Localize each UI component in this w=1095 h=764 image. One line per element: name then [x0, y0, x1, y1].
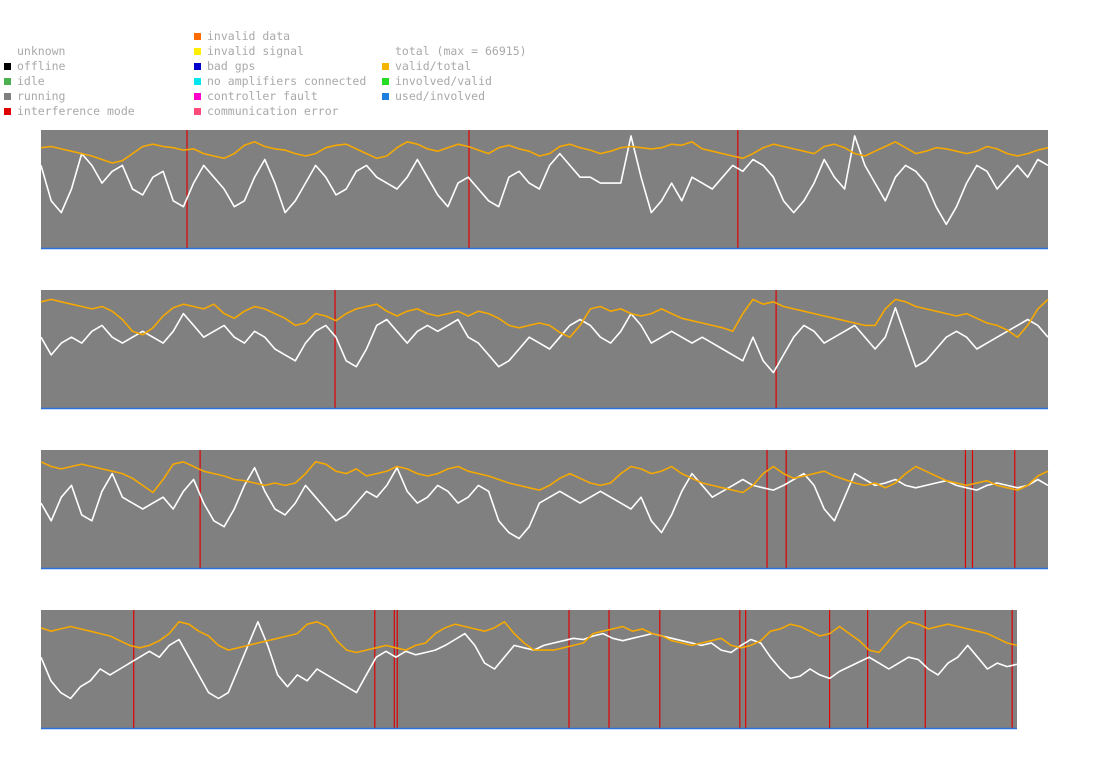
legend-swatch — [194, 63, 201, 70]
series-valid-total-line — [40, 621, 1018, 654]
legend-swatch — [4, 93, 11, 100]
series-used-involved-line — [40, 466, 1049, 540]
legend-swatch — [194, 48, 201, 55]
legend-label: controller fault — [207, 89, 318, 103]
legend-swatch — [4, 78, 11, 85]
legend-label: bad gps — [207, 59, 256, 73]
legend-label: invalid signal — [207, 44, 304, 58]
legend-swatch — [194, 33, 201, 40]
legend-label: no amplifiers connected — [207, 74, 367, 88]
legend-swatch — [382, 78, 389, 85]
series-valid-total-line — [40, 298, 1049, 338]
series-used-involved-line — [40, 621, 1018, 700]
legend-label: idle — [17, 74, 45, 88]
plot-area — [41, 610, 1017, 728]
legend-label: used/involved — [395, 89, 486, 103]
legend-label: offline — [17, 59, 66, 73]
legend-swatch — [4, 108, 11, 115]
legend-label: interference mode — [17, 104, 135, 118]
legend-label: involved/valid — [395, 74, 492, 88]
legend-label: unknown — [17, 44, 66, 58]
legend-label: total (max = 66915) — [395, 44, 527, 58]
legend-swatch — [194, 78, 201, 85]
legend-swatch — [382, 93, 389, 100]
series-used-involved-line — [40, 306, 1049, 374]
legend-swatch — [194, 93, 201, 100]
plot-area — [41, 450, 1048, 568]
legend-label: invalid data — [207, 29, 291, 43]
series-valid-total-line — [40, 141, 1049, 164]
plot-area — [41, 290, 1048, 408]
legend-swatch — [382, 63, 389, 70]
legend-label: communication error — [207, 104, 339, 118]
legend-swatch — [4, 63, 11, 70]
plot-area — [41, 130, 1048, 248]
series-used-involved-line — [40, 135, 1049, 226]
legend-label: valid/total — [395, 59, 472, 73]
legend-swatch — [194, 108, 201, 115]
legend-label: running — [17, 89, 66, 103]
series-valid-total-line — [40, 461, 1049, 494]
